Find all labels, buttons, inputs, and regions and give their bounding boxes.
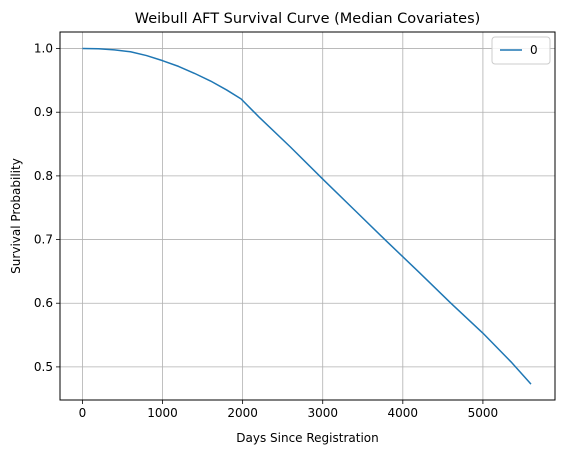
legend-label: 0	[530, 43, 538, 57]
x-axis: 0 1000 2000 3000 4000 5000	[79, 400, 499, 420]
y-tick-label: 0.6	[34, 296, 53, 310]
y-tick-label: 0.8	[34, 169, 53, 183]
y-tick-label: 0.9	[34, 105, 53, 119]
x-tick-label: 5000	[468, 406, 499, 420]
y-tick-label: 0.7	[34, 233, 53, 247]
y-axis-label: Survival Probability	[9, 158, 23, 274]
series-layer	[82, 47, 532, 385]
x-tick-label: 3000	[307, 406, 338, 420]
legend: 0	[491, 36, 551, 65]
x-tick-label: 4000	[388, 406, 419, 420]
x-tick-label: 2000	[227, 406, 258, 420]
x-axis-label: Days Since Registration	[236, 431, 378, 445]
x-tick-label: 0	[79, 406, 87, 420]
y-axis: 0.5 0.6 0.7 0.8 0.9 1.0	[34, 42, 60, 374]
series-line	[82, 47, 532, 385]
plot-area	[59, 31, 556, 401]
y-tick-label: 0.5	[34, 360, 53, 374]
chart-title: Weibull AFT Survival Curve (Median Covar…	[135, 11, 481, 27]
grid-lines	[60, 32, 555, 400]
y-tick-label: 1.0	[34, 42, 53, 56]
x-tick-label: 1000	[147, 406, 178, 420]
